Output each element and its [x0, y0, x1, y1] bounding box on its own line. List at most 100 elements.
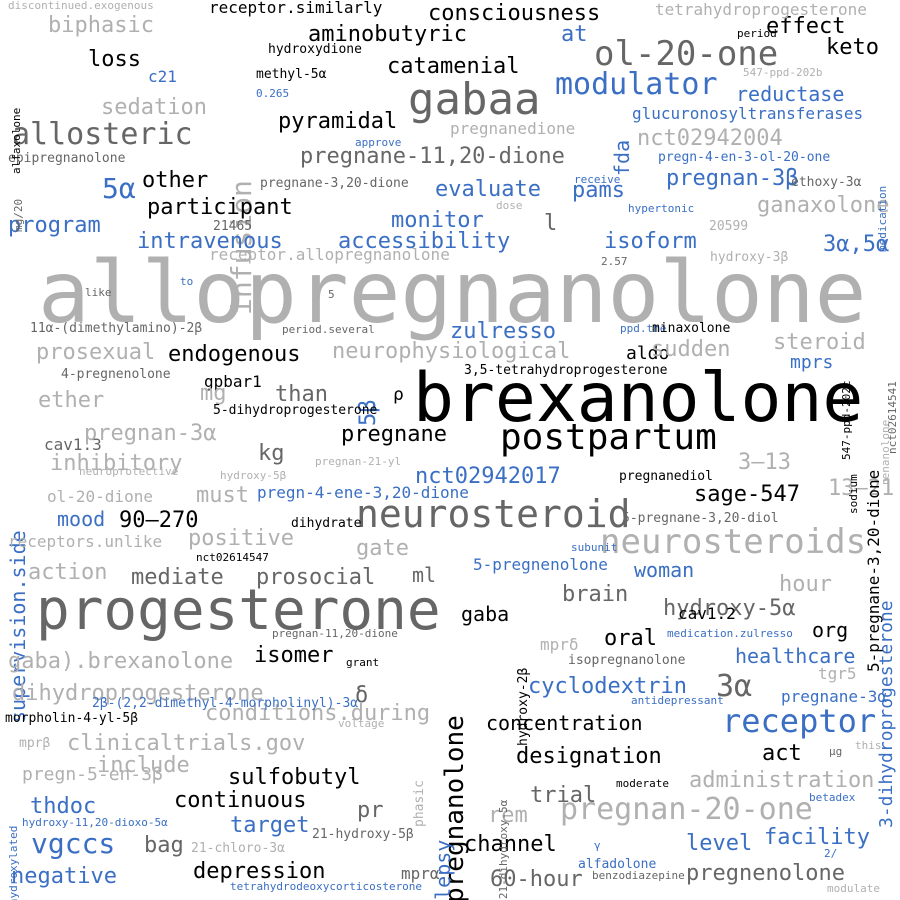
word-ether-61: ether — [38, 388, 105, 413]
word-mg-60: mg — [200, 381, 227, 406]
word-pregnane-3-20-dione-132: pregnane-3,20-dione — [260, 176, 409, 191]
word-grant-173: grant — [346, 656, 380, 669]
word-must-70: must — [196, 483, 249, 508]
word-subunit-168: subunit — [571, 541, 618, 554]
word-21-hydroxy-5-191: 21-hydroxy-5β — [312, 827, 414, 842]
word-5-pregnane-3-20-diol-165: 5-pregnane-3,20-diol — [622, 511, 779, 526]
word-fda-47: fda — [610, 139, 634, 177]
word-hydroxydione-122: hydroxydione — [268, 42, 362, 57]
word-13-21-68: 13–21 — [828, 476, 895, 501]
word-gaba-84: gaba — [461, 602, 510, 626]
word-brain-83: brain — [562, 582, 629, 607]
word-hydroxy-3-142: hydroxy-3β — [710, 250, 789, 265]
word-ol-20-dione-163: ol-20-dione — [47, 487, 153, 506]
word-conditions-during-94: conditions.during — [205, 701, 431, 726]
word-intravenous-42: intravenous — [137, 229, 283, 254]
word-sudden-54: sudden — [651, 337, 731, 362]
word-3-5-tetrahydroprogesterone-153: 3,5-tetrahydroprogesterone — [464, 363, 668, 378]
word-continuous-104: continuous — [174, 788, 307, 813]
word-effect-16: effect — [766, 14, 846, 39]
word-3-13-67: 3–13 — [738, 450, 791, 475]
word-gate-75: gate — [356, 536, 409, 561]
word-mood-72: mood — [57, 507, 106, 531]
word-hypertonic-136: hypertonic — [628, 202, 695, 215]
word-at-25: at — [561, 22, 588, 47]
word-0-265-125: 0.265 — [256, 87, 290, 100]
word-allopregnanolone-0: allopregnanolone — [38, 243, 867, 343]
word-isoform-44: isoform — [604, 229, 697, 254]
word-20599-139: 20599 — [709, 219, 749, 234]
word-glucuronosyltransferases-29: glucuronosyltransferases — [632, 104, 864, 123]
word-target-108: target — [230, 813, 310, 838]
word-postpartum-5: postpartum — [500, 417, 717, 458]
word-neuroprotective-157: neuroprotective — [79, 465, 179, 478]
word-547-ppd-202b-128: 547-ppd-202b — [743, 66, 823, 79]
word-receptors-unlike-166: receptors.unlike — [8, 532, 163, 551]
word-sedation-26: sedation — [101, 95, 207, 120]
word-healthcare-91: healthcare — [735, 644, 856, 668]
word-pregnane-11-20-dione-32: pregnane-11,20-dione — [300, 144, 565, 169]
word-pregn-4-en-3-ol-20-one-130: pregn-4-en-3-ol-20-one — [658, 150, 831, 165]
word-pregnan-3-36: pregnan-3β — [666, 166, 799, 191]
word-sulfobutyl-103: sulfobutyl — [228, 765, 361, 790]
word-renanolone-162: renanolone — [879, 419, 892, 487]
word-allosteric-9: allosteric — [12, 117, 193, 152]
word-clinicaltrials-gov-98: clinicaltrials.gov — [67, 731, 306, 756]
word-2-193: 2/ — [824, 847, 838, 860]
word-act-101: act — [762, 741, 802, 766]
word-mprs-56: mprs — [790, 352, 834, 373]
word-discontinued-exogenous-24: discontinued.exogenous — [8, 0, 154, 12]
word-hydroxy-5-158: hydroxy-5β — [220, 469, 287, 482]
word-designation-100: designation — [516, 744, 662, 769]
word-epipregnanolone-48: epipregnanolone — [8, 151, 126, 166]
word-include-99: include — [97, 753, 190, 778]
word-mpr-181: mprβ — [19, 736, 51, 751]
word-pregnane-62: pregnane — [341, 422, 447, 447]
word-aldo-53: aldo — [626, 343, 670, 364]
word-participant-35: participant — [147, 195, 293, 220]
word-consciousness-15: consciousness — [428, 1, 601, 26]
word-level-113: level — [686, 831, 753, 856]
word-tetrahydroprogesterone-22: tetrahydroprogesterone — [655, 0, 867, 19]
word-tetrahydrodeoxycorticosterone-198: tetrahydrodeoxycorticosterone — [230, 880, 423, 893]
word-g-184: μg — [829, 745, 843, 758]
word-prosexual-50: prosexual — [36, 340, 156, 365]
word-reductase-28: reductase — [736, 82, 845, 106]
word-keto-17: keto — [826, 35, 879, 60]
word-neurosteroids-6: neurosteroids — [600, 522, 867, 562]
word-zulresso-49: zulresso — [450, 319, 556, 344]
word-modulate-199: modulate — [827, 882, 880, 895]
word-rem-111: rem — [488, 803, 528, 828]
word-oral-90: oral — [604, 626, 657, 651]
word-gaba-brexanolone-88: gaba).brexanolone — [8, 649, 234, 674]
word-isomer-89: isomer — [254, 643, 334, 668]
word-sodium-161: sodium — [847, 473, 860, 514]
word-receive-133: receive — [574, 173, 621, 186]
word-positive-74: positive — [188, 526, 294, 551]
word-evaluate-37: evaluate — [435, 177, 541, 202]
word-pregnan-20-one-11: pregnan-20-one — [560, 792, 813, 827]
word-isopregnanolone-174: isopregnanolone — [568, 653, 686, 668]
word-90-270-73: 90–270 — [119, 508, 199, 533]
word-ethoxy-3-134: ethoxy-3α — [791, 175, 862, 190]
word-gpbar1-57: gpbar1 — [204, 372, 262, 391]
word-2-57-141: 2.57 — [601, 255, 628, 268]
word-voltage-180: voltage — [338, 717, 385, 730]
word-pregnane-3-176: pregnane-3α — [781, 687, 887, 706]
word-antidepressant-178: antidepressant — [631, 694, 724, 707]
word-hydroxy-11-20-dioxo-5-190: hydroxy-11,20-dioxo-5α — [22, 816, 168, 829]
word-ganaxolone-39: ganaxolone — [757, 193, 890, 218]
word-to-144: to — [180, 275, 194, 288]
word-depression-117: depression — [193, 859, 326, 884]
word-endogenous-51: endogenous — [168, 342, 301, 367]
word-l-46: l — [544, 211, 558, 236]
word-pregn-5-en-3-186: pregn-5-en-3β — [22, 764, 163, 785]
word-period-127: period — [737, 27, 777, 40]
word-progesterone-2: progesterone — [36, 578, 441, 643]
word-2-2-2-dimethyl-4-morpholinyl-3-177: 2β-(2,2-dimethyl-4-morpholinyl)-3α — [92, 696, 359, 711]
word-hydroxy-5-85: hydroxy-5α — [663, 596, 796, 621]
word-11-dimethylamino-2-148: 11α-(dimethylamino)-2β — [30, 321, 203, 336]
word-neurosteroid-4: neurosteroid — [356, 492, 631, 536]
word-thdoc-107: thdoc — [30, 794, 97, 819]
